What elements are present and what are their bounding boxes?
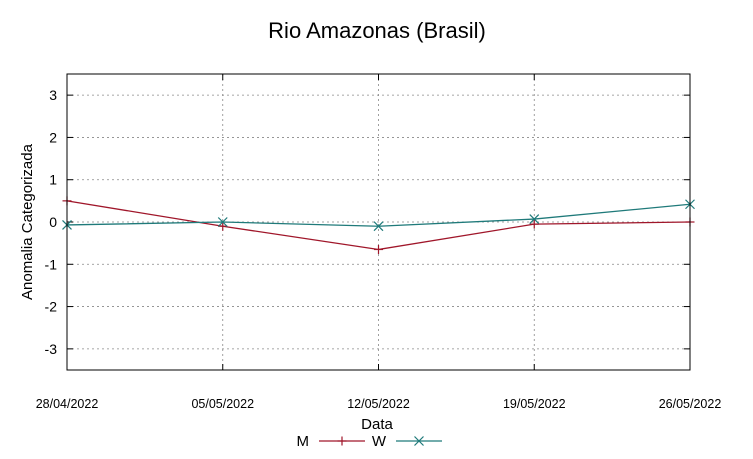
grid-lines [67,74,690,370]
legend-item-w: W [372,433,442,450]
legend-item-m: M [297,433,365,450]
data-point [217,217,228,227]
y-axis-label: Anomalia Categorizada [19,143,36,300]
y-tick-label: -3 [45,341,58,357]
data-point [373,221,384,232]
y-tick-label: 2 [49,129,57,145]
data-point [529,219,539,229]
data-point [374,244,383,254]
plot-frame [66,73,691,371]
x-axis-ticks: 28/04/2022 05/05/2022 12/05/2022 19/05/2022… [36,74,722,411]
y-axis-ticks: -3 -2 -1 0 1 2 3 [45,87,690,357]
legend-marker [337,436,347,446]
legend-label: M [297,433,310,450]
data-point [218,221,228,231]
x-tick-label: 28/04/2022 [36,397,99,411]
y-tick-label: 3 [49,87,57,103]
x-tick-label: 12/05/2022 [347,397,410,411]
y-tick-label: 0 [49,214,57,230]
y-tick-label: -1 [45,256,58,272]
series-w [62,199,695,232]
y-tick-label: 1 [49,172,57,188]
x-tick-label: 26/05/2022 [659,397,722,411]
y-tick-label: -2 [45,299,58,315]
x-tick-label: 19/05/2022 [503,397,566,411]
x-tick-label: 05/05/2022 [191,397,254,411]
chart-title: Rio Amazonas (Brasil) [268,18,486,43]
legend-label: W [372,433,387,450]
x-axis-label: Data [361,416,393,433]
legend-marker [414,436,424,446]
data-point [529,214,540,224]
